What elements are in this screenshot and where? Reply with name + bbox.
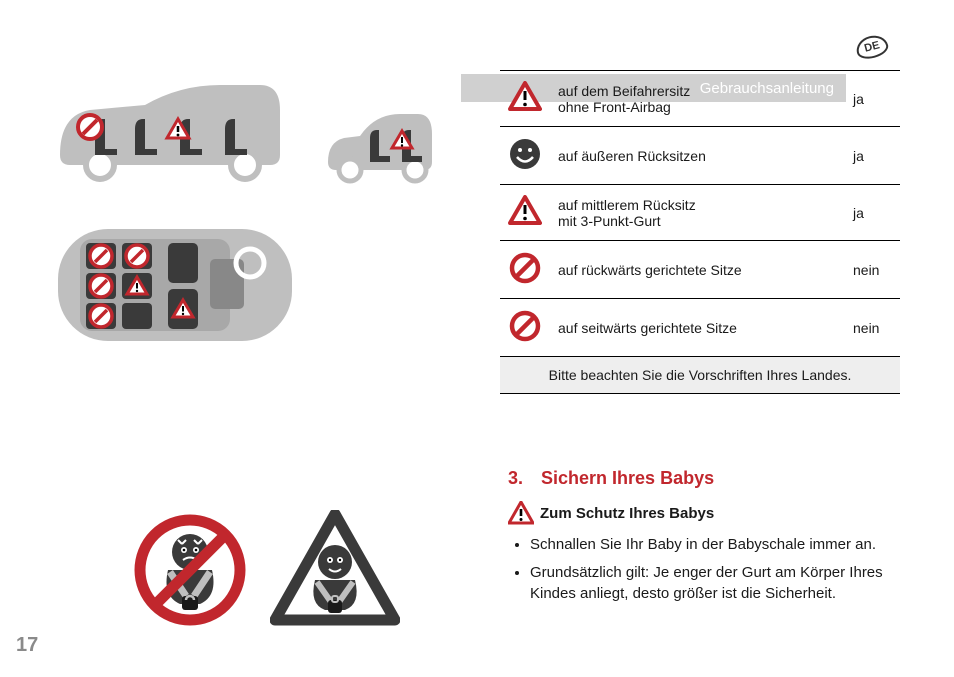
baby-unbuckled-prohibit-icon [130, 510, 250, 630]
table-row: auf rückwärts gerichtete Sitzenein [500, 241, 900, 299]
warning-icon [500, 185, 550, 241]
warning-icon [500, 71, 550, 127]
section-number: 3. [508, 468, 523, 489]
table-footnote: Bitte beachten Sie die Vorschriften Ihre… [500, 357, 900, 394]
seat-position-table: auf dem Beifahrersitzohne Front-Airbagja… [500, 70, 900, 394]
bullet-item: Grundsätzlich gilt: Je enger der Gurt am… [530, 563, 903, 604]
table-row: auf seitwärts gerichtete Sitzenein [500, 299, 900, 357]
car-side-icon [320, 100, 440, 185]
vehicle-illustrations [50, 75, 450, 360]
seat-position-answer: nein [845, 241, 900, 299]
prohibit-icon [500, 241, 550, 299]
language-badge: DE [854, 32, 891, 62]
seat-position-answer: ja [845, 71, 900, 127]
table-row: auf dem Beifahrersitzohne Front-Airbagja [500, 71, 900, 127]
seat-position-text: auf äußeren Rücksitzen [550, 127, 845, 185]
seat-position-text: auf mittlerem Rücksitzmit 3-Punkt-Gurt [550, 185, 845, 241]
section-3: 3. Sichern Ihres Babys Zum Schutz Ihres … [508, 468, 903, 612]
minivan-side-icon [50, 75, 290, 185]
table-row: auf mittlerem Rücksitzmit 3-Punkt-Gurtja [500, 185, 900, 241]
prohibit-icon [500, 299, 550, 357]
table-row: auf äußeren Rücksitzenja [500, 127, 900, 185]
seat-position-answer: ja [845, 185, 900, 241]
seat-position-text: auf dem Beifahrersitzohne Front-Airbag [550, 71, 845, 127]
seat-position-answer: nein [845, 299, 900, 357]
bullet-list: Schnallen Sie Ihr Baby in der Babyschale… [508, 535, 903, 604]
vehicle-top-view-icon [50, 215, 300, 355]
header: DE Gebrauchsanleitung [856, 36, 900, 58]
section-heading: Sichern Ihres Babys [541, 468, 714, 489]
baby-safety-illustrations [130, 510, 400, 630]
manual-page: DE Gebrauchsanleitung [0, 0, 954, 677]
seat-position-text: auf rückwärts gerichtete Sitze [550, 241, 845, 299]
bullet-item: Schnallen Sie Ihr Baby in der Babyschale… [530, 535, 903, 555]
smiley-icon [500, 127, 550, 185]
baby-buckled-warning-icon [270, 510, 400, 628]
seat-position-answer: ja [845, 127, 900, 185]
section-subheading: Zum Schutz Ihres Babys [540, 505, 714, 522]
page-number: 17 [16, 634, 38, 657]
warning-icon [508, 501, 534, 525]
seat-position-text: auf seitwärts gerichtete Sitze [550, 299, 845, 357]
